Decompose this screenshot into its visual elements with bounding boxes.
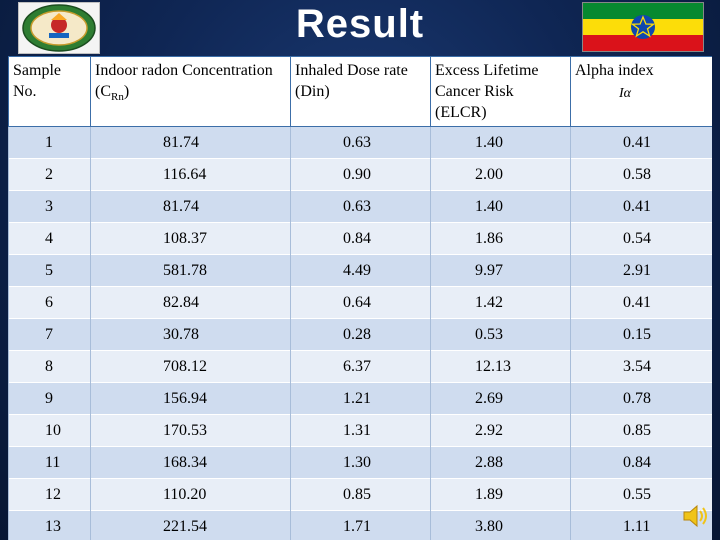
table-cell: 1.30 [290, 446, 431, 479]
table-cell: 0.84 [570, 446, 712, 479]
table-row: 6 82.84 0.64 1.42 0.41 [8, 286, 712, 319]
table-header-row: Sample No. Indoor radon Concentration (C… [8, 56, 712, 127]
speaker-icon[interactable] [680, 500, 712, 532]
table-cell: 116.64 [90, 158, 291, 191]
table-cell: 82.84 [90, 286, 291, 319]
table-row: 9 156.94 1.21 2.69 0.78 [8, 382, 712, 415]
table-cell: 168.34 [90, 446, 291, 479]
table-cell: 12.13 [430, 350, 571, 383]
table-cell: 2.91 [570, 254, 712, 287]
table-cell: 108.37 [90, 222, 291, 255]
table-row: 4 108.37 0.84 1.86 0.54 [8, 222, 712, 255]
table-cell: 2 [8, 158, 91, 191]
table-cell: 12 [8, 478, 91, 511]
table-row: 2 116.64 0.90 2.00 0.58 [8, 158, 712, 191]
table-body: 1 81.74 0.63 1.40 0.41 2 116.64 0.90 2.00 0.58 3 81… [8, 126, 712, 540]
table-row: 1 81.74 0.63 1.40 0.41 [8, 126, 712, 159]
table-cell: 0.64 [290, 286, 431, 319]
table-cell: 0.90 [290, 158, 431, 191]
table-row: 7 30.78 0.28 0.53 0.15 [8, 318, 712, 351]
table-cell: 110.20 [90, 478, 291, 511]
table-cell: 81.74 [90, 126, 291, 159]
table-cell: 1.89 [430, 478, 571, 511]
table-cell: 0.41 [570, 286, 712, 319]
table-row: 12 110.20 0.85 1.89 0.55 [8, 478, 712, 511]
table-cell: 30.78 [90, 318, 291, 351]
results-table: Sample No. Indoor radon Concentration (C… [8, 56, 712, 540]
table-cell: 10 [8, 414, 91, 447]
table-row: 8 708.12 6.37 12.13 3.54 [8, 350, 712, 383]
table-cell: 0.84 [290, 222, 431, 255]
table-cell: 7 [8, 318, 91, 351]
table-cell: 0.41 [570, 126, 712, 159]
table-row: 5 581.78 4.49 9.97 2.91 [8, 254, 712, 287]
table-cell: 2.00 [430, 158, 571, 191]
column-header-radon-concentration: Indoor radon Concentration (CRn) [90, 56, 291, 127]
table-cell: 2.69 [430, 382, 571, 415]
table-cell: 156.94 [90, 382, 291, 415]
table-cell: 0.58 [570, 158, 712, 191]
table-cell: 3.80 [430, 510, 571, 540]
table-cell: 0.85 [290, 478, 431, 511]
table-cell: 3 [8, 190, 91, 223]
table-cell: 0.53 [430, 318, 571, 351]
table-cell: 1.31 [290, 414, 431, 447]
table-cell: 0.41 [570, 190, 712, 223]
table-cell: 0.63 [290, 190, 431, 223]
alpha-index-symbol: Iα [619, 86, 632, 101]
table-cell: 9.97 [430, 254, 571, 287]
table-cell: 4 [8, 222, 91, 255]
column-header-sample-no: Sample No. [8, 56, 91, 127]
column-header-inhaled-dose: Inhaled Dose rate (Din) [290, 56, 431, 127]
table-cell: 0.15 [570, 318, 712, 351]
table-row: 10 170.53 1.31 2.92 0.85 [8, 414, 712, 447]
table-cell: 1.21 [290, 382, 431, 415]
page-title: Result [295, 2, 425, 46]
table-cell: 1.42 [430, 286, 571, 319]
table-row: 11 168.34 1.30 2.88 0.84 [8, 446, 712, 479]
table-cell: 0.55 [570, 478, 712, 511]
table-cell: 0.85 [570, 414, 712, 447]
table-row: 13 221.54 1.71 3.80 1.11 [8, 510, 712, 540]
table-cell: 4.49 [290, 254, 431, 287]
table-cell: 1.40 [430, 190, 571, 223]
results-table-container: Sample No. Indoor radon Concentration (C… [8, 56, 712, 540]
table-cell: 170.53 [90, 414, 291, 447]
table-cell: 11 [8, 446, 91, 479]
table-cell: 3.54 [570, 350, 712, 383]
table-cell: 9 [8, 382, 91, 415]
table-cell: 81.74 [90, 190, 291, 223]
table-cell: 1.11 [570, 510, 712, 540]
table-cell: 6 [8, 286, 91, 319]
table-cell: 2.88 [430, 446, 571, 479]
table-cell: 1 [8, 126, 91, 159]
table-cell: 8 [8, 350, 91, 383]
table-row: 3 81.74 0.63 1.40 0.41 [8, 190, 712, 223]
ethiopia-flag-icon [582, 2, 704, 52]
column-header-alpha-index: Alpha index Iα [570, 56, 712, 127]
table-cell: 581.78 [90, 254, 291, 287]
table-cell: 2.92 [430, 414, 571, 447]
table-cell: 1.71 [290, 510, 431, 540]
university-seal-logo [18, 2, 100, 54]
table-cell: 0.78 [570, 382, 712, 415]
table-cell: 0.63 [290, 126, 431, 159]
table-cell: 708.12 [90, 350, 291, 383]
column-header-elcr: Excess Lifetime Cancer Risk (ELCR) [430, 56, 571, 127]
table-cell: 0.54 [570, 222, 712, 255]
table-cell: 5 [8, 254, 91, 287]
table-cell: 221.54 [90, 510, 291, 540]
table-cell: 6.37 [290, 350, 431, 383]
table-cell: 0.28 [290, 318, 431, 351]
slide-header: Result [0, 0, 720, 56]
table-cell: 1.86 [430, 222, 571, 255]
table-cell: 1.40 [430, 126, 571, 159]
table-cell: 13 [8, 510, 91, 540]
